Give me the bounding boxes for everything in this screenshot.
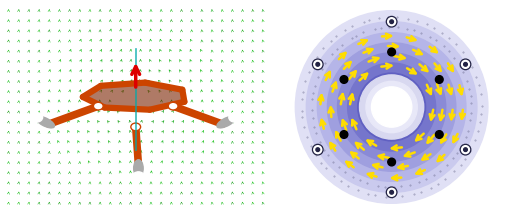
Circle shape <box>464 148 467 152</box>
Circle shape <box>435 76 443 83</box>
Circle shape <box>295 11 488 203</box>
Circle shape <box>386 16 397 27</box>
Ellipse shape <box>217 116 236 128</box>
Circle shape <box>312 59 323 70</box>
Circle shape <box>460 59 471 70</box>
Polygon shape <box>83 83 185 110</box>
Circle shape <box>347 63 436 151</box>
Circle shape <box>316 62 320 66</box>
Circle shape <box>132 172 144 181</box>
Circle shape <box>460 144 471 155</box>
Circle shape <box>307 22 477 192</box>
Circle shape <box>359 75 424 139</box>
Circle shape <box>338 53 446 161</box>
Circle shape <box>340 76 348 83</box>
Circle shape <box>168 102 178 110</box>
Circle shape <box>131 123 141 131</box>
Circle shape <box>388 158 396 166</box>
Circle shape <box>464 62 467 66</box>
Circle shape <box>229 113 241 122</box>
Circle shape <box>94 102 103 110</box>
Circle shape <box>312 144 323 155</box>
Circle shape <box>317 33 466 181</box>
Circle shape <box>386 187 397 198</box>
Circle shape <box>390 190 393 194</box>
Circle shape <box>435 131 443 138</box>
Circle shape <box>366 81 417 133</box>
Circle shape <box>316 148 320 152</box>
Circle shape <box>327 43 456 171</box>
Circle shape <box>358 73 425 141</box>
Ellipse shape <box>134 160 143 177</box>
Circle shape <box>390 20 393 24</box>
Circle shape <box>340 131 348 138</box>
Circle shape <box>31 113 42 122</box>
Ellipse shape <box>36 116 54 128</box>
Circle shape <box>371 87 412 127</box>
Circle shape <box>388 48 396 56</box>
